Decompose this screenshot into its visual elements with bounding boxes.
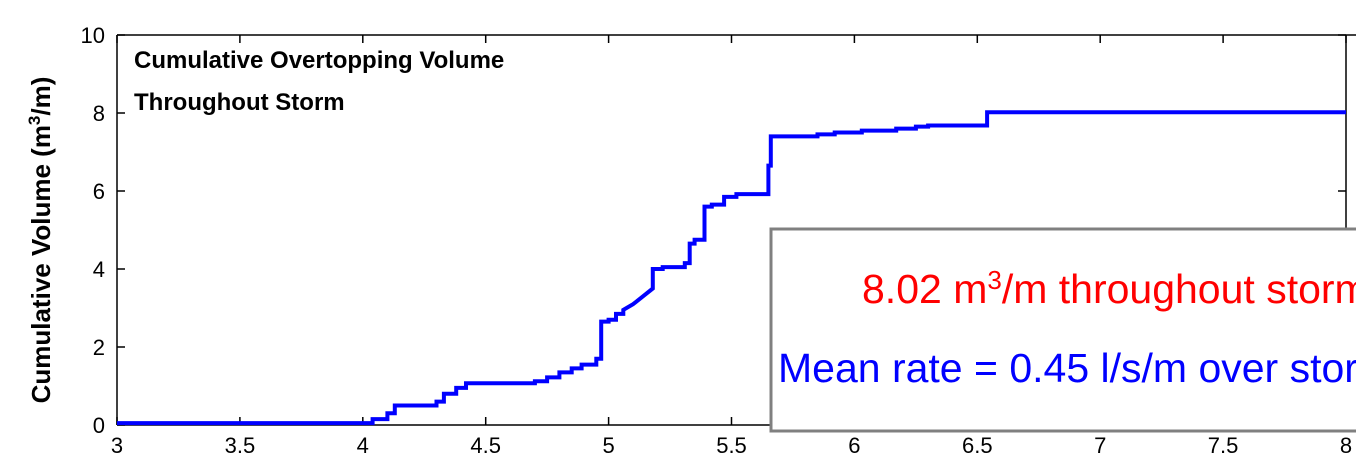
chart-title-line-2: Throughout Storm	[134, 89, 345, 116]
cumulative-volume-line	[117, 110, 1346, 426]
x-tick-label: 5.5	[716, 433, 747, 458]
x-tick-label: 4.5	[470, 433, 501, 458]
x-tick-label: 7	[1094, 433, 1106, 458]
y-tick-label: 2	[93, 335, 105, 360]
annotation-total-volume: 8.02 m3/m throughout storm	[862, 265, 1356, 312]
x-tick-label: 8	[1340, 433, 1352, 458]
y-tick-label: 10	[81, 23, 105, 48]
chart-title-line-1: Cumulative Overtopping Volume	[134, 47, 504, 74]
y-tick-label: 6	[93, 179, 105, 204]
summary-annotation: 8.02 m3/m throughout storm Mean rate = 0…	[769, 227, 1356, 433]
x-tick-label: 5	[602, 433, 614, 458]
x-tick-label: 4	[357, 433, 369, 458]
x-tick-label: 7.5	[1208, 433, 1239, 458]
x-tick-label: 6.5	[962, 433, 993, 458]
x-tick-label: 6	[848, 433, 860, 458]
y-tick-label: 4	[93, 257, 105, 282]
y-tick-label: 8	[93, 101, 105, 126]
y-tick-label: 0	[93, 413, 105, 438]
x-tick-label: 3	[111, 433, 123, 458]
annotation-mean-rate: Mean rate = 0.45 l/s/m over storm	[778, 345, 1356, 391]
x-tick-label: 3.5	[225, 433, 256, 458]
annotation-box	[769, 227, 1356, 433]
y-axis-label: Cumulative Volume (m3/m)	[25, 77, 56, 404]
